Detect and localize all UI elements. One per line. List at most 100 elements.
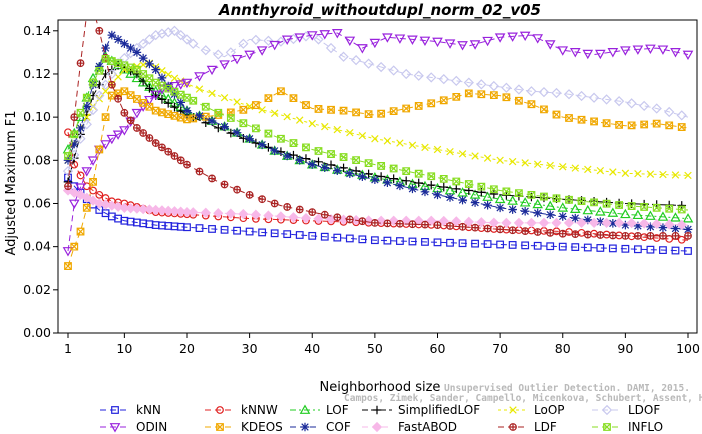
data-point bbox=[451, 75, 462, 87]
data-point bbox=[521, 159, 529, 167]
y-tick-label: 0.08 bbox=[23, 152, 51, 167]
data-point bbox=[596, 217, 605, 226]
data-point bbox=[670, 212, 681, 222]
data-point bbox=[570, 213, 580, 223]
legend-label: COF bbox=[326, 420, 351, 434]
data-point bbox=[494, 33, 506, 43]
data-point bbox=[207, 116, 217, 126]
data-point bbox=[413, 215, 424, 226]
data-point bbox=[439, 96, 448, 105]
y-tick-label: 0.12 bbox=[23, 66, 51, 81]
data-point bbox=[156, 28, 168, 39]
data-point bbox=[608, 231, 617, 240]
data-point bbox=[283, 112, 291, 121]
data-point bbox=[634, 169, 642, 178]
data-point bbox=[533, 228, 542, 236]
data-point bbox=[395, 181, 405, 191]
data-point bbox=[300, 213, 312, 224]
data-point bbox=[114, 94, 123, 103]
data-point bbox=[106, 134, 118, 145]
data-point bbox=[250, 209, 262, 220]
data-point bbox=[302, 101, 310, 109]
data-point bbox=[182, 106, 192, 115]
data-point bbox=[338, 51, 349, 62]
data-point bbox=[70, 130, 79, 139]
data-point bbox=[458, 150, 467, 158]
data-point bbox=[233, 226, 241, 235]
data-point bbox=[120, 109, 129, 117]
data-point bbox=[157, 95, 167, 104]
data-point bbox=[175, 29, 186, 41]
data-point bbox=[264, 94, 273, 103]
data-point bbox=[106, 200, 117, 211]
data-point bbox=[546, 242, 555, 251]
data-point bbox=[257, 140, 267, 150]
data-point bbox=[132, 48, 142, 57]
data-point bbox=[513, 84, 525, 95]
data-point bbox=[682, 50, 694, 61]
data-point bbox=[270, 229, 279, 238]
data-point bbox=[357, 44, 368, 54]
data-point bbox=[87, 156, 99, 166]
data-point bbox=[150, 90, 162, 100]
data-point bbox=[489, 185, 498, 194]
data-point bbox=[244, 50, 255, 61]
data-point bbox=[83, 10, 90, 17]
data-point bbox=[544, 40, 556, 50]
series-knn bbox=[64, 173, 692, 255]
data-point bbox=[489, 91, 498, 100]
data-point bbox=[183, 115, 191, 124]
data-point bbox=[175, 206, 186, 217]
data-point bbox=[414, 169, 423, 178]
watermark-line-1: Unsupervised Outlier Detection. DAMI, 20… bbox=[444, 383, 690, 394]
data-point bbox=[383, 178, 392, 188]
data-point bbox=[225, 47, 236, 58]
data-point bbox=[250, 34, 262, 46]
data-point bbox=[270, 109, 279, 117]
data-point bbox=[645, 210, 656, 220]
data-point bbox=[502, 93, 511, 102]
x-tick-label: 20 bbox=[179, 341, 195, 356]
data-point bbox=[300, 422, 310, 432]
data-point bbox=[594, 206, 606, 216]
data-point bbox=[125, 203, 136, 214]
data-point bbox=[414, 178, 424, 188]
series-line bbox=[67, 177, 689, 252]
data-point bbox=[95, 145, 104, 154]
series-ldof bbox=[62, 25, 689, 177]
data-point bbox=[145, 84, 154, 93]
x-tick-label: 60 bbox=[430, 341, 446, 356]
data-point bbox=[214, 123, 223, 133]
data-point bbox=[358, 217, 367, 226]
data-point bbox=[88, 80, 98, 90]
watermark: Unsupervised Outlier Detection. DAMI, 20… bbox=[344, 383, 702, 404]
data-point bbox=[402, 167, 411, 176]
x-tick-label: 100 bbox=[676, 341, 700, 356]
data-point bbox=[90, 6, 97, 13]
data-point bbox=[426, 72, 437, 83]
data-point bbox=[520, 206, 530, 216]
data-point bbox=[458, 222, 467, 231]
x-tick-label: 10 bbox=[116, 341, 132, 356]
data-point bbox=[594, 49, 606, 60]
data-point bbox=[627, 202, 636, 210]
data-point bbox=[633, 245, 642, 254]
data-point bbox=[559, 163, 567, 171]
data-point bbox=[671, 232, 680, 240]
data-point bbox=[100, 140, 111, 150]
data-point bbox=[94, 90, 105, 101]
data-point bbox=[308, 231, 317, 240]
data-point bbox=[170, 102, 179, 112]
data-point bbox=[538, 217, 550, 229]
data-point bbox=[371, 134, 379, 143]
data-point bbox=[158, 108, 166, 117]
data-point bbox=[489, 189, 499, 199]
data-point bbox=[620, 208, 631, 219]
data-point bbox=[458, 195, 467, 205]
data-point bbox=[451, 216, 462, 227]
data-point bbox=[639, 218, 650, 229]
data-point bbox=[258, 106, 266, 114]
data-point bbox=[364, 159, 373, 168]
series-inflo bbox=[64, 54, 689, 214]
data-point bbox=[81, 119, 92, 130]
